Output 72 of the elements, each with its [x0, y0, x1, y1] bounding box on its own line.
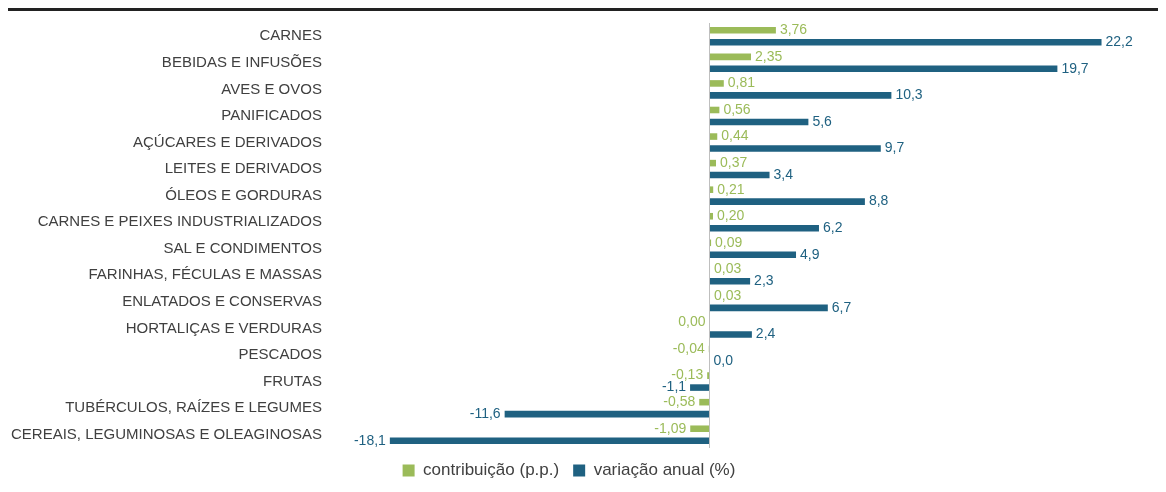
data-label: 4,9	[800, 245, 820, 262]
data-label: 3,76	[779, 21, 808, 38]
data-label: 6,7	[831, 298, 852, 315]
data-label: 0,03	[714, 286, 742, 303]
data-label: 6,2	[822, 219, 843, 236]
bar	[699, 398, 709, 406]
y-tick-label: CEREAIS, LEGUMINOSAS E OLEAGINOSAS	[11, 424, 322, 442]
data-label: 0,20	[717, 207, 745, 224]
data-label: 5,6	[812, 112, 833, 129]
bar	[709, 304, 828, 312]
legend-label: variação anual (%)	[593, 460, 736, 480]
bar	[504, 410, 709, 418]
data-label: 0,56	[723, 100, 751, 117]
data-label: 22,2	[1105, 33, 1133, 50]
y-tick-label: ÓLEOS E GORDURAS	[165, 185, 322, 203]
y-tick-label: PANIFICADOS	[221, 106, 322, 124]
bar	[709, 331, 752, 338]
y-tick-label: ENLATADOS E CONSERVAS	[122, 292, 322, 310]
bar	[709, 278, 751, 285]
data-label: 19,7	[1061, 59, 1089, 76]
data-label: 0,44	[721, 127, 749, 144]
data-label: 2,4	[755, 325, 776, 342]
bar	[709, 159, 717, 167]
y-tick-label: FRUTAS	[263, 371, 322, 389]
bar	[709, 251, 797, 259]
bar	[709, 80, 724, 87]
data-label: 0,21	[717, 180, 745, 197]
data-label: -11,6	[469, 404, 501, 421]
bar	[709, 224, 819, 232]
bar	[709, 171, 770, 179]
y-tick-label: FARINHAS, FÉCULAS E MASSAS	[88, 265, 322, 283]
bar	[709, 53, 751, 61]
bar	[709, 27, 776, 34]
y-tick-label: SAL E CONDIMENTOS	[163, 238, 322, 256]
y-tick-label: CARNES	[259, 26, 322, 44]
data-label: -0,58	[663, 393, 696, 410]
y-tick-label: HORTALIÇAS E VERDURAS	[125, 318, 322, 336]
bar	[709, 92, 892, 99]
data-label: 0,81	[727, 74, 756, 91]
bar	[709, 65, 1058, 73]
data-label: 10,3	[895, 86, 923, 103]
data-label: -1,09	[654, 419, 687, 436]
y-tick-label: CARNES E PEIXES INDUSTRIALIZADOS	[37, 212, 322, 230]
data-label: -0,04	[672, 339, 705, 356]
data-label: 0,0	[713, 351, 734, 368]
y-tick-label: PESCADOS	[238, 345, 322, 363]
data-label: 0,37	[720, 153, 748, 170]
data-label: -18,1	[353, 431, 387, 448]
bar	[709, 133, 718, 140]
bar	[389, 437, 709, 444]
bar	[690, 425, 709, 433]
y-tick-label: AÇÚCARES E DERIVADOS	[132, 132, 322, 150]
bar	[709, 145, 881, 152]
bar	[709, 118, 809, 126]
data-label: 8,8	[868, 192, 889, 209]
bar	[690, 384, 709, 391]
data-label: 3,4	[773, 165, 794, 182]
bar	[709, 38, 1102, 46]
y-tick-label: TUBÉRCULOS, RAÍZES E LEGUMES	[65, 398, 322, 416]
bar	[709, 198, 865, 205]
data-label: 9,7	[884, 139, 905, 156]
y-tick-label: BEBIDAS E INFUSÕES	[161, 52, 322, 70]
data-label: 0,09	[715, 233, 743, 250]
bar	[709, 186, 714, 193]
legend-label: contribuição (p.p.)	[423, 460, 560, 480]
y-tick-label: AVES E OVOS	[221, 79, 322, 97]
y-tick-label: LEITES E DERIVADOS	[164, 159, 322, 177]
data-label: 0,03	[714, 260, 742, 277]
data-label: 2,35	[754, 47, 783, 64]
data-label: 2,3	[754, 272, 774, 289]
data-label: 0,00	[678, 313, 706, 330]
bar	[709, 212, 714, 220]
